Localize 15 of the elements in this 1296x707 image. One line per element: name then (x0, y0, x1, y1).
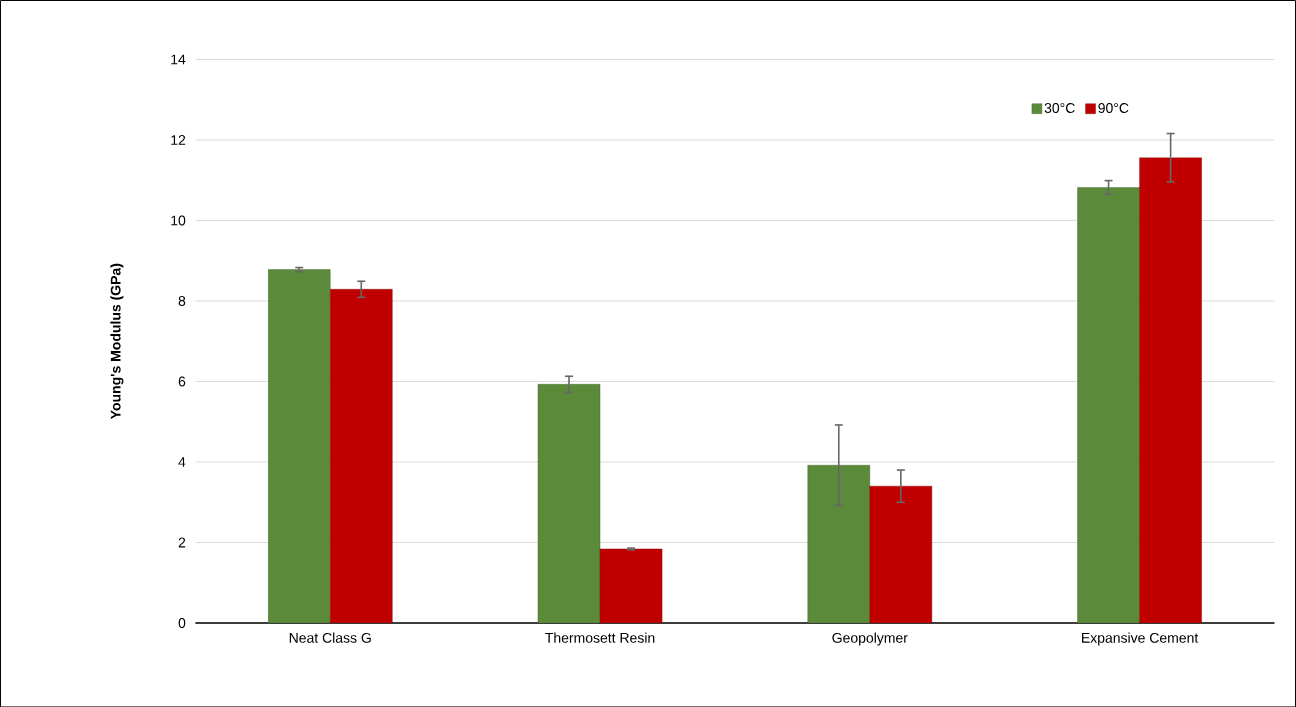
y-tick-label: 12 (171, 134, 186, 145)
legend-label: 30°C (1044, 102, 1075, 113)
x-tick-label: Geopolymer (832, 632, 908, 646)
y-axis-title: Young's Modulus (GPa) (110, 263, 124, 419)
y-tick-label: 8 (178, 295, 186, 306)
x-tick-label: Thermosett Resin (545, 632, 655, 643)
x-tick-label: Neat Class G (289, 632, 371, 643)
y-tick-label: 2 (178, 537, 186, 548)
y-tick-label: 14 (171, 54, 186, 65)
y-tick-label: 6 (178, 376, 186, 387)
y-tick-label: 4 (178, 456, 186, 467)
x-tick-label: Expansive Cement (1082, 632, 1199, 646)
y-tick-label: 10 (171, 215, 186, 226)
y-tick-label: 0 (178, 617, 186, 628)
legend-label: 90°C (1098, 102, 1129, 113)
